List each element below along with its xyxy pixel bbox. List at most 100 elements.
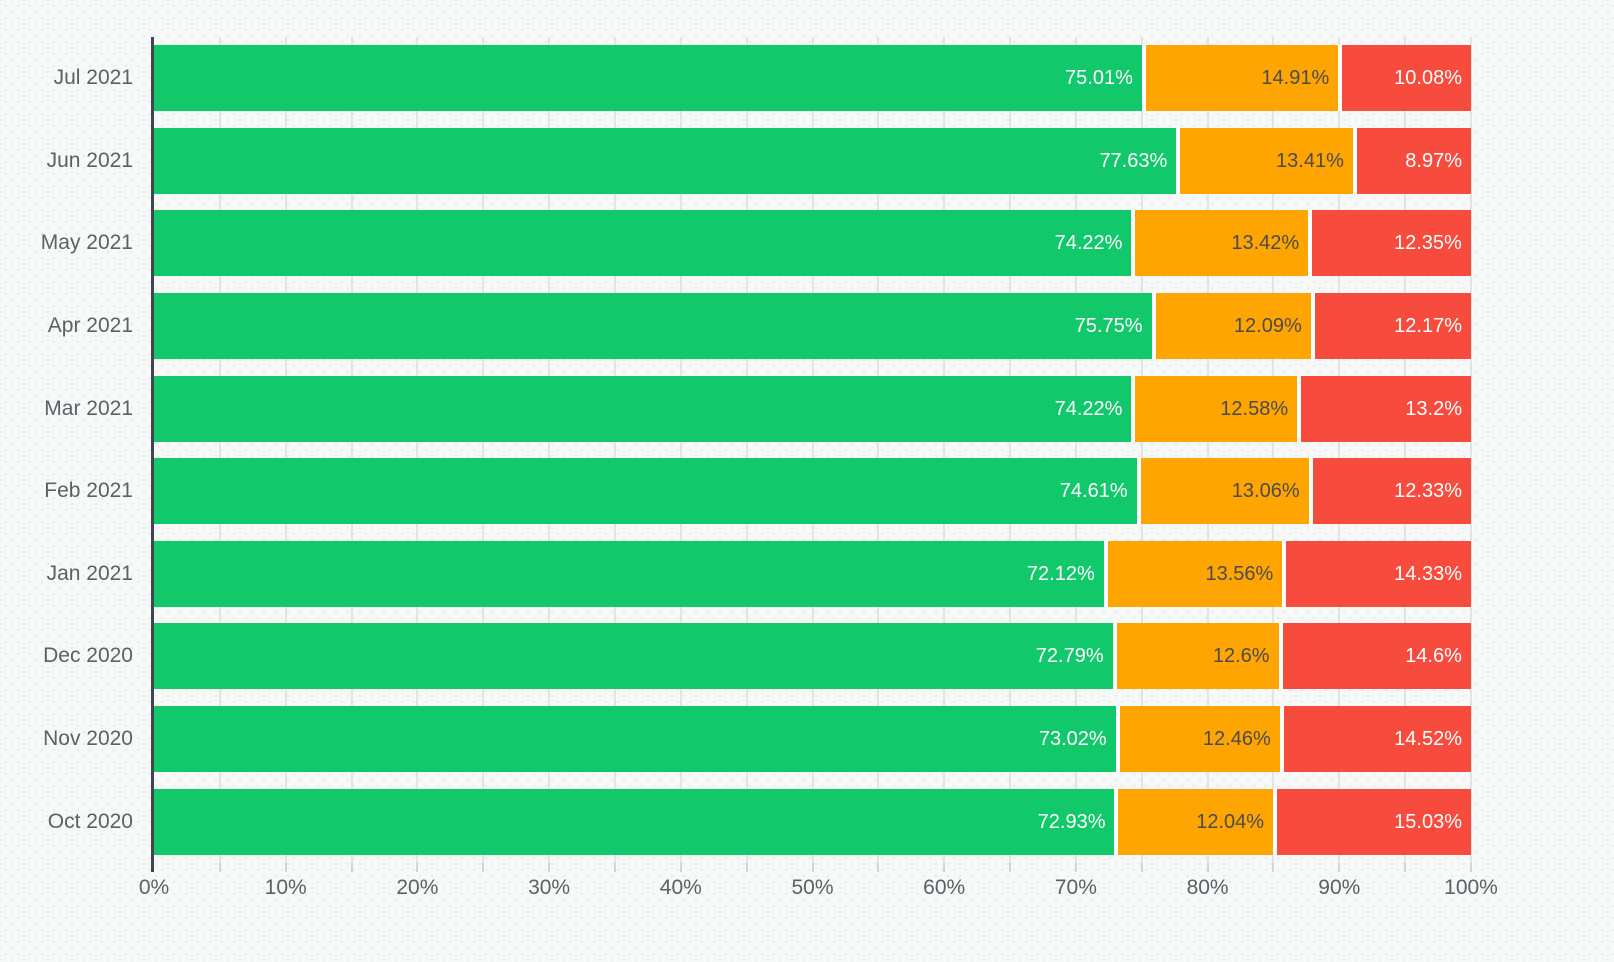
bar-segment-red[interactable]: 14.52%: [1279, 706, 1471, 773]
axis-tick: [1140, 863, 1143, 872]
bar-row: 75.75% 12.09% 12.17%: [154, 285, 1471, 368]
bar-segment-orange[interactable]: 13.56%: [1103, 540, 1283, 607]
y-axis-label: Dec 2020: [43, 644, 133, 668]
bar-row: 77.63% 13.41% 8.97%: [154, 120, 1471, 203]
bar-value-label: 12.46%: [1202, 728, 1271, 751]
y-axis-label: Jun 2021: [46, 148, 133, 172]
bar-value-label: 74.22%: [1054, 397, 1123, 420]
bar-value-label: 77.63%: [1099, 149, 1168, 172]
bar-value-label: 12.58%: [1220, 397, 1289, 420]
bar-segment-green[interactable]: 74.22%: [154, 375, 1132, 442]
gridline: [1140, 37, 1143, 863]
bar-segment-green[interactable]: 72.79%: [154, 623, 1113, 690]
bar-value-label: 75.01%: [1065, 67, 1133, 90]
bar-segment-red[interactable]: 12.35%: [1308, 210, 1471, 277]
y-axis-labels: Jul 2021 Jun 2021 May 2021 Apr 2021 Mar 2021…: [0, 37, 133, 863]
axis-tick: [679, 863, 682, 872]
bar-value-label: 74.22%: [1054, 232, 1123, 255]
x-axis-label: 10%: [264, 876, 307, 899]
axis-tick: [943, 863, 946, 872]
bar-row: 74.22% 13.42% 12.35%: [154, 202, 1471, 285]
axis-tick: [877, 863, 880, 872]
bar-segment-orange[interactable]: 12.46%: [1115, 706, 1280, 773]
bar-segment-green[interactable]: 72.93%: [154, 788, 1115, 855]
bar-value-label: 14.6%: [1405, 645, 1462, 668]
gridline: [1272, 37, 1275, 863]
x-axis-label: 30%: [528, 876, 571, 899]
axis-tick: [482, 863, 485, 872]
gridline: [416, 37, 419, 863]
y-axis-label: Jan 2021: [46, 561, 133, 585]
bar-segment-red[interactable]: 13.2%: [1297, 375, 1471, 442]
bar-value-label: 12.04%: [1196, 810, 1265, 833]
bar-segment-green[interactable]: 74.61%: [154, 458, 1137, 525]
gridline: [1470, 37, 1472, 863]
bar-segment-red[interactable]: 14.33%: [1282, 540, 1471, 607]
bar-segment-orange[interactable]: 12.6%: [1112, 623, 1279, 690]
gridline: [482, 37, 485, 863]
axis-tick: [1272, 863, 1275, 872]
x-axis-labels: 0% 10% 20% 30% 40% 50% 60% 70% 80% 90% 100%: [139, 876, 1498, 906]
y-axis-label: Mar 2021: [44, 396, 133, 420]
bar-value-label: 15.03%: [1394, 810, 1462, 833]
bar-segment-orange[interactable]: 12.09%: [1151, 293, 1311, 360]
bar-segment-red[interactable]: 15.03%: [1273, 788, 1471, 855]
axis-tick: [416, 863, 419, 872]
bar-segment-green[interactable]: 74.22%: [154, 210, 1132, 277]
stacked-bar: 72.79% 12.6% 14.6%: [154, 623, 1471, 690]
bar-segment-red[interactable]: 12.33%: [1308, 458, 1471, 525]
bar-value-label: 12.35%: [1394, 232, 1462, 255]
x-axis-ticks: [154, 863, 1472, 872]
bar-segment-green[interactable]: 73.02%: [154, 706, 1116, 773]
y-axis-line: [151, 37, 154, 872]
bar-value-label: 8.97%: [1405, 149, 1462, 172]
bar-segment-green[interactable]: 75.75%: [154, 293, 1152, 360]
stacked-bar: 74.22% 13.42% 12.35%: [154, 210, 1471, 277]
x-axis-label: 70%: [1054, 876, 1097, 899]
axis-tick: [350, 863, 353, 872]
stacked-bar: 73.02% 12.46% 14.52%: [154, 706, 1471, 773]
y-axis-label: Apr 2021: [47, 314, 133, 338]
bar-segment-red[interactable]: 14.6%: [1278, 623, 1471, 690]
bar-value-label: 14.52%: [1394, 728, 1462, 751]
y-axis-label: Feb 2021: [44, 479, 133, 503]
gridline: [1338, 37, 1341, 863]
bar-segment-orange[interactable]: 12.04%: [1114, 788, 1274, 855]
bar-segment-green[interactable]: 72.12%: [154, 540, 1104, 607]
x-axis-label: 0%: [138, 876, 170, 899]
bar-row: 73.02% 12.46% 14.52%: [154, 698, 1471, 781]
axis-tick: [1009, 863, 1012, 872]
bar-value-label: 13.2%: [1405, 397, 1462, 420]
bar-segment-orange[interactable]: 12.58%: [1131, 375, 1298, 442]
gridline: [679, 37, 682, 863]
bar-segment-orange[interactable]: 13.06%: [1136, 458, 1309, 525]
bar-segment-orange[interactable]: 13.41%: [1176, 127, 1353, 194]
gridline: [1074, 37, 1077, 863]
stacked-bar: 72.93% 12.04% 15.03%: [154, 788, 1471, 855]
bar-value-label: 13.42%: [1231, 232, 1300, 255]
bar-value-label: 72.79%: [1035, 645, 1104, 668]
axis-tick: [1206, 863, 1209, 872]
bar-segment-green[interactable]: 77.63%: [154, 127, 1177, 194]
bar-segment-green[interactable]: 75.01%: [154, 45, 1142, 112]
gridline: [811, 37, 814, 863]
axis-tick: [548, 863, 551, 872]
bar-value-label: 74.61%: [1059, 480, 1128, 503]
y-axis-label: Jul 2021: [53, 66, 133, 90]
gridline: [943, 37, 946, 863]
bar-segment-orange[interactable]: 14.91%: [1141, 45, 1339, 112]
bar-segment-orange[interactable]: 13.42%: [1131, 210, 1309, 277]
gridline: [877, 37, 880, 863]
bar-value-label: 13.06%: [1231, 480, 1300, 503]
bar-row: 72.12% 13.56% 14.33%: [154, 533, 1471, 616]
axis-tick: [613, 863, 616, 872]
plot-area: 75.01% 14.91% 10.08% 77.63% 13.41% 8.97% 74.22…: [154, 37, 1472, 863]
bar-value-label: 72.93%: [1037, 810, 1106, 833]
bar-row: 74.22% 12.58% 13.2%: [154, 367, 1471, 450]
bar-segment-red[interactable]: 8.97%: [1352, 127, 1471, 194]
axis-tick: [811, 863, 814, 872]
bar-segment-red[interactable]: 10.08%: [1338, 45, 1471, 112]
bar-segment-red[interactable]: 12.17%: [1310, 293, 1471, 360]
bar-row: 72.93% 12.04% 15.03%: [154, 780, 1471, 863]
